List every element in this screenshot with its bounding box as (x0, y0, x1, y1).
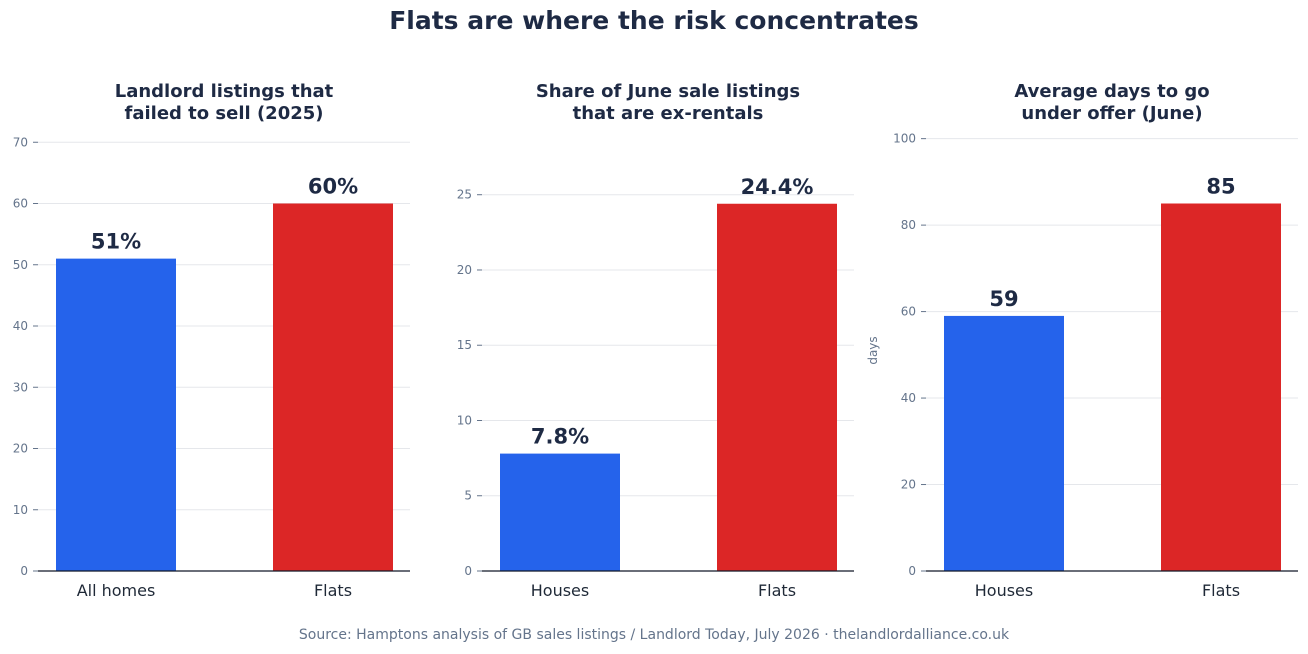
bar-houses (500, 453, 620, 571)
chart-title-line: failed to sell (2025) (125, 103, 324, 124)
x-tick-label: Flats (758, 581, 796, 600)
x-tick-label: Houses (975, 581, 1033, 600)
y-tick-label: 20 (901, 478, 916, 492)
y-tick-label: 30 (13, 380, 28, 394)
y-axis-label: days (866, 336, 880, 364)
y-tick-label: 40 (901, 391, 916, 405)
y-tick-label: 60 (901, 305, 916, 319)
y-tick-label: 10 (13, 503, 28, 517)
x-tick-label: Flats (314, 581, 352, 600)
bar-value-label: 24.4% (741, 175, 814, 199)
y-tick-label: 50 (13, 258, 28, 272)
x-tick-label: All homes (77, 581, 156, 600)
chart-title-line: Landlord listings that (115, 81, 334, 102)
y-tick-label: 10 (457, 413, 472, 427)
chart-title-line: under offer (June) (1021, 103, 1202, 124)
bar-all-homes (56, 258, 176, 571)
bar-value-label: 51% (91, 230, 141, 254)
y-tick-label: 70 (13, 135, 28, 149)
bar-value-label: 7.8% (531, 425, 589, 449)
bar-flats (717, 203, 837, 571)
bar-flats (273, 203, 393, 571)
x-tick-label: Flats (1202, 581, 1240, 600)
y-tick-label: 20 (13, 442, 28, 456)
chart-title-line: that are ex-rentals (573, 103, 764, 124)
y-tick-label: 0 (464, 564, 472, 578)
y-tick-label: 15 (457, 338, 472, 352)
y-tick-label: 25 (457, 188, 472, 202)
bar-houses (944, 315, 1064, 571)
source-note: Source: Hamptons analysis of GB sales li… (298, 627, 1010, 643)
x-tick-label: Houses (531, 581, 589, 600)
chart-title-line: Average days to go (1014, 81, 1209, 102)
y-tick-label: 0 (20, 564, 28, 578)
y-tick-label: 60 (13, 197, 28, 211)
bar-value-label: 60% (308, 175, 358, 199)
y-tick-label: 80 (901, 218, 916, 232)
y-tick-label: 0 (908, 564, 916, 578)
bar-value-label: 59 (989, 287, 1018, 311)
y-tick-label: 5 (464, 489, 472, 503)
chart-title-line: Share of June sale listings (536, 81, 800, 102)
y-tick-label: 40 (13, 319, 28, 333)
bar-value-label: 85 (1206, 175, 1235, 199)
page-title: Flats are where the risk concentrates (389, 6, 919, 35)
y-tick-label: 20 (457, 263, 472, 277)
y-tick-label: 100 (893, 132, 916, 146)
bar-flats (1161, 203, 1281, 571)
